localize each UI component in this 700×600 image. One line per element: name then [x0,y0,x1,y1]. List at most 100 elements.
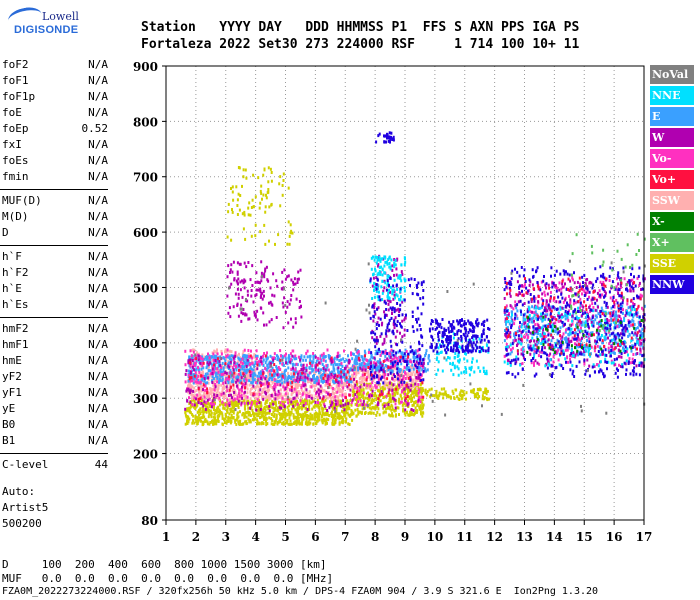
echo-point [320,368,322,372]
echo-point [389,381,392,385]
echo-point [334,418,337,422]
echo-point [408,359,411,363]
echo-point [350,365,353,369]
echo-point [243,286,246,290]
param-value: N/A [88,354,108,367]
echo-point [265,419,267,423]
echo-point [288,404,291,408]
echo-point [333,372,335,376]
echo-point [558,281,561,285]
echo-point [232,380,235,384]
echo-point [315,390,318,394]
echo-point [209,372,212,376]
echo-point [429,395,432,399]
echo-point [268,404,271,408]
echo-point [340,361,343,365]
echo-point [371,389,374,393]
echo-point [238,422,241,426]
param-label: foF1p [2,90,36,103]
echo-point [299,268,302,272]
echo-point [248,383,251,387]
echo-point [244,354,247,358]
echo-point [351,385,354,389]
echo-point [369,384,372,388]
logo-digisonde-text: DIGISONDE [14,24,79,36]
echo-point [192,381,195,385]
echo-point [207,369,210,373]
echo-point [375,394,378,398]
echo-point [268,376,271,380]
echo-point [404,354,407,358]
echo-point [194,371,197,375]
echo-point [275,416,278,420]
echo-point [440,387,443,391]
echo-point [374,363,377,366]
echo-point [210,362,213,366]
echo-point [395,390,398,394]
echo-point [350,383,353,387]
echo-point [333,403,336,407]
echo-point [232,411,235,415]
echo-point [416,387,418,390]
echo-point [199,412,202,416]
echo-point [391,377,394,381]
echo-point [349,367,352,371]
echo-point [241,184,243,188]
echo-point [523,325,526,329]
echo-point [260,360,263,364]
echo-point [230,393,232,397]
echo-point [596,321,599,325]
echo-point [331,392,334,395]
echo-point [417,398,420,402]
echo-point [395,363,398,367]
echo-point [315,412,318,416]
echo-point [237,392,240,396]
echo-point [227,210,230,214]
echo-point [330,415,333,419]
echo-point [370,401,373,405]
echo-point [295,382,297,386]
echo-point [449,395,452,399]
echo-point [370,394,373,398]
echo-point [364,362,367,366]
echo-point [407,372,410,376]
param-value: N/A [88,138,108,151]
echo-point [270,171,273,174]
echo-point [379,386,382,390]
param-row: hmF1 N/A [2,338,108,352]
echo-point [222,381,225,385]
echo-point [404,348,407,352]
echo-point [330,386,333,390]
echo-point [379,388,382,392]
echo-point [224,381,227,385]
echo-point [317,392,320,396]
echo-point [214,385,217,389]
echo-point [330,362,333,366]
echo-point [260,410,263,414]
echo-point [220,383,223,387]
echo-point [201,398,203,402]
echo-point [422,361,425,365]
echo-point [363,357,366,361]
echo-point [337,381,340,384]
echo-point [253,378,256,382]
echo-point [281,362,284,366]
echo-point [213,355,216,359]
echo-point [265,375,268,378]
echo-point [191,403,194,407]
echo-point [231,405,234,408]
echo-point [312,360,315,364]
echo-point [220,352,223,356]
echo-point [339,375,342,379]
echo-point [324,407,327,410]
echo-point [198,413,200,417]
echo-point [272,414,275,418]
echo-point [207,415,210,419]
echo-point [282,373,285,377]
echo-point [184,372,187,376]
echo-point [564,348,567,352]
echo-point [222,369,225,373]
echo-point [208,354,211,358]
echo-point [220,350,223,354]
echo-point [352,411,355,415]
